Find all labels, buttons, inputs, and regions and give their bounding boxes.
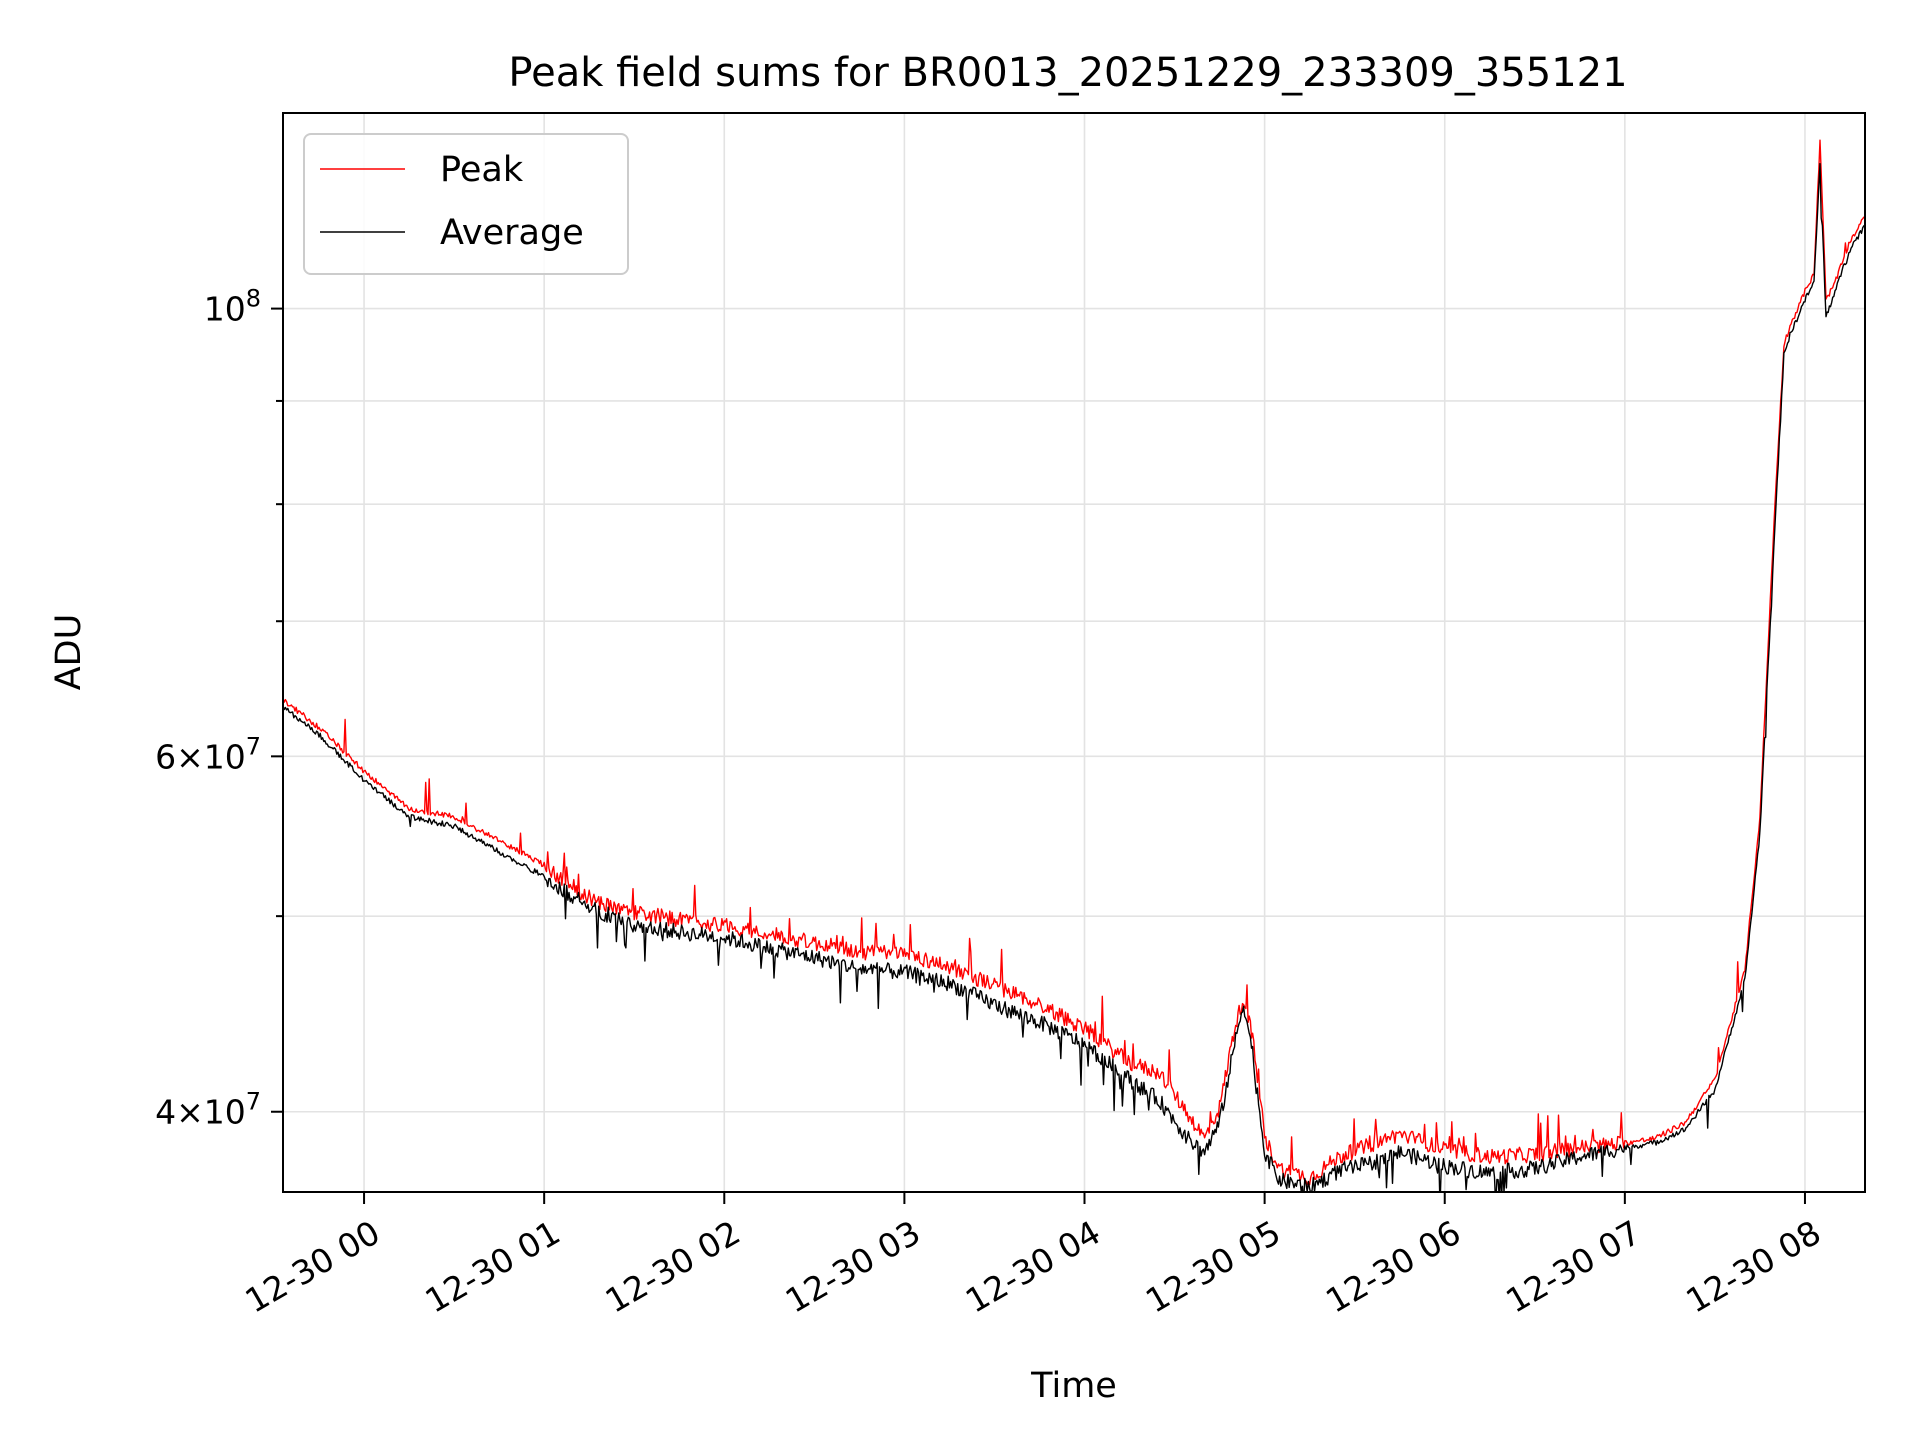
x-axis-label: Time [1030, 1366, 1117, 1406]
series-line-average [283, 162, 1865, 1192]
series-lines [283, 139, 1865, 1192]
series-line-peak [283, 139, 1865, 1186]
plot-area [283, 139, 1865, 1192]
legend-label-average: Average [440, 213, 584, 253]
chart-title: Peak field sums for BR0013_20251229_2333… [508, 50, 1627, 96]
plot-frame [282, 112, 1866, 1193]
y-tick-label: 4×107 [155, 1088, 261, 1132]
legend: Peak Average [303, 133, 629, 275]
y-axis-ticks: 108 6×107 4×107 [155, 285, 283, 1132]
y-tick-label: 6×107 [155, 732, 261, 776]
y-tick-label: 108 [204, 285, 261, 329]
y-axis-label: ADU [49, 614, 89, 691]
legend-label-peak: Peak [440, 150, 524, 190]
